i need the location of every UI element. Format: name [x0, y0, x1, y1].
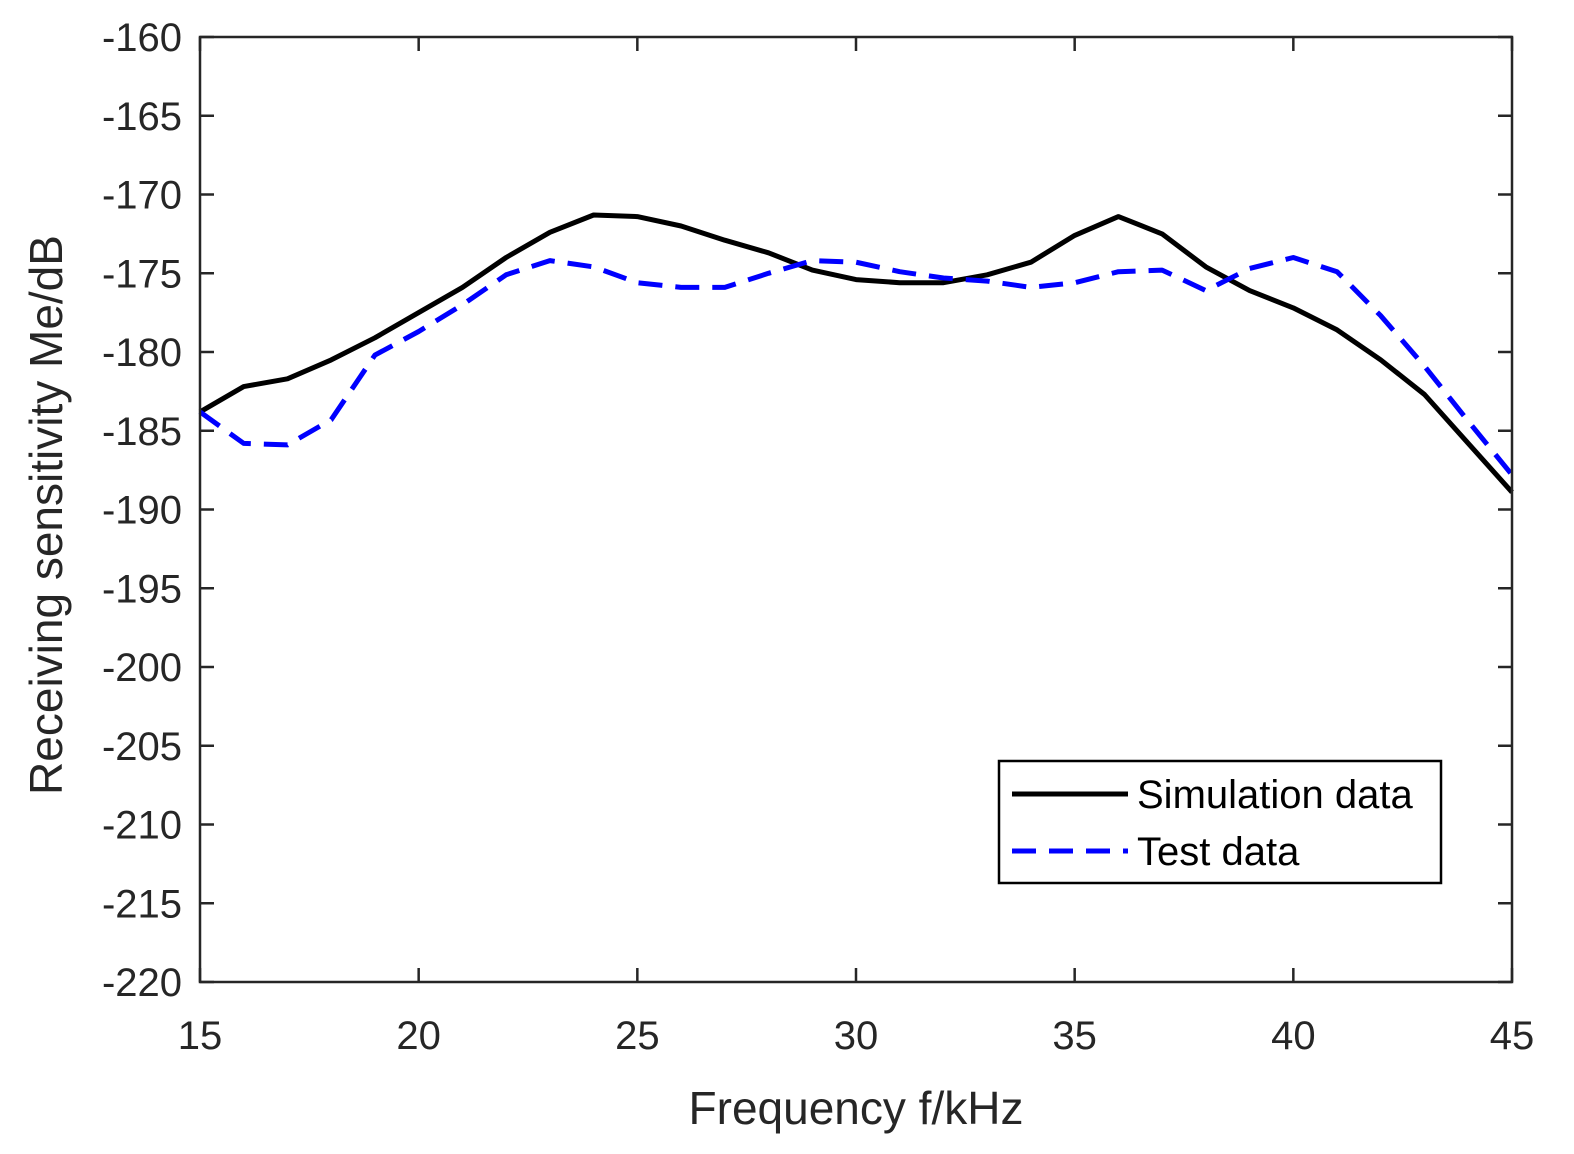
x-tick-label: 30: [834, 1014, 879, 1058]
y-tick-label: -185: [102, 410, 182, 454]
y-tick-label: -195: [102, 567, 182, 611]
y-tick-label: -210: [102, 804, 182, 848]
y-tick-label: -180: [102, 331, 182, 375]
legend-box: [997, 759, 1443, 885]
y-tick-label: -170: [102, 174, 182, 218]
y-tick-label: -200: [102, 646, 182, 690]
y-tick-label: -190: [102, 489, 182, 533]
x-tick-label: 35: [1052, 1014, 1097, 1058]
series-line-test: [198, 255, 1514, 477]
x-tick-label: 25: [615, 1014, 660, 1058]
y-tick-labels: -160 -165 -170 -175 -180 -185 -190 -195 -200 -205…: [102, 16, 182, 1005]
y-tick-label: -165: [102, 95, 182, 139]
x-axis-title: Frequency f/kHz: [689, 1082, 1024, 1134]
x-tick-label: 45: [1490, 1014, 1535, 1058]
legend-label-simulation: Simulation data: [1137, 773, 1413, 817]
x-tick-labels: 15 20 25 30 35 40 45: [178, 1014, 1535, 1058]
x-tick-label: 40: [1271, 1014, 1316, 1058]
y-axis-title: Receiving sensitivity Me/dB: [20, 235, 72, 795]
x-tick-label: 20: [396, 1014, 441, 1058]
legend-label-test: Test data: [1137, 830, 1300, 874]
y-tick-label: -175: [102, 252, 182, 296]
legend: Simulation data Test data: [997, 759, 1443, 885]
y-tick-label: -220: [102, 961, 182, 1005]
x-tick-label: 15: [178, 1014, 223, 1058]
y-tick-label: -160: [102, 16, 182, 60]
y-tick-label: -205: [102, 725, 182, 769]
series-layer: [198, 212, 1514, 494]
y-tick-label: -215: [102, 882, 182, 926]
tick-layer: [198, 35, 1514, 984]
series-line-simulation: [198, 212, 1514, 494]
